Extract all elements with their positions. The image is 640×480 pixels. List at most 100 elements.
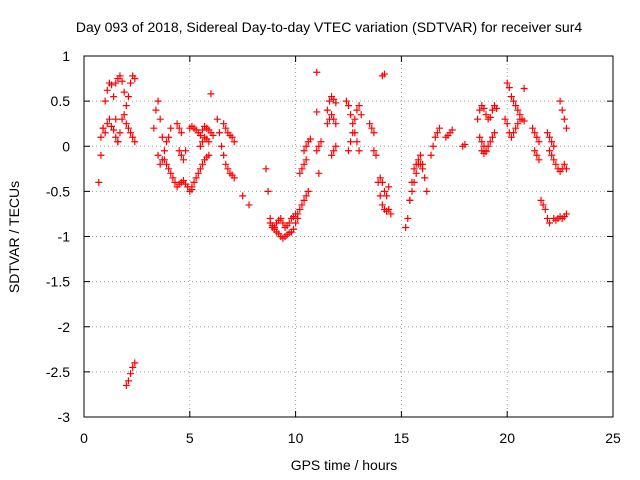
data-point: [169, 174, 177, 182]
y-tick-label: -0.5: [46, 183, 70, 199]
data-point: [188, 183, 196, 191]
data-point: [406, 196, 414, 204]
y-tick-label: 0.5: [51, 93, 71, 109]
data-point: [224, 165, 232, 173]
data-point: [129, 363, 137, 371]
data-point: [332, 142, 340, 150]
data-point: [378, 201, 386, 209]
data-point: [114, 138, 122, 146]
data-point: [239, 192, 247, 200]
data-point: [154, 151, 162, 159]
data-point: [370, 129, 378, 137]
data-point: [476, 106, 484, 114]
data-point: [99, 124, 107, 132]
data-point: [173, 120, 181, 128]
data-point: [116, 72, 124, 80]
data-point: [198, 126, 206, 134]
data-point: [325, 97, 333, 105]
data-point: [488, 106, 496, 114]
data-point: [562, 124, 570, 132]
data-point: [480, 104, 488, 112]
data-point: [298, 201, 306, 209]
data-point: [156, 160, 164, 168]
x-tick-label: 0: [80, 430, 88, 446]
data-point: [491, 129, 499, 137]
data-point: [507, 133, 515, 141]
y-tick-label: -2.5: [46, 364, 70, 380]
data-point: [546, 219, 554, 227]
data-point: [546, 133, 554, 141]
data-point: [110, 126, 118, 134]
data-point: [285, 219, 293, 227]
data-point: [205, 151, 213, 159]
data-point: [548, 138, 556, 146]
data-point: [167, 169, 175, 177]
data-point: [313, 108, 321, 116]
x-tick-label: 20: [499, 430, 515, 446]
data-point: [562, 210, 570, 218]
data-point: [101, 129, 109, 137]
data-point: [387, 210, 395, 218]
data-point: [124, 124, 132, 132]
axis-ticks: [83, 55, 614, 418]
data-point: [222, 124, 230, 132]
data-point: [112, 79, 120, 87]
data-point: [97, 151, 105, 159]
data-point: [122, 120, 130, 128]
data-point: [220, 151, 228, 159]
data-point: [419, 160, 427, 168]
data-point: [112, 133, 120, 141]
data-point: [196, 142, 204, 150]
data-point: [431, 133, 439, 141]
y-tick-label: -1: [58, 229, 71, 245]
data-point: [484, 142, 492, 150]
data-point: [105, 115, 113, 123]
data-point: [160, 147, 168, 155]
data-point: [205, 138, 213, 146]
data-point: [535, 138, 543, 146]
data-point: [351, 115, 359, 123]
y-tick-label: -3: [58, 409, 71, 425]
data-point: [264, 187, 272, 195]
data-point: [332, 120, 340, 128]
data-point: [175, 147, 183, 155]
data-points: [95, 68, 570, 389]
data-point: [108, 122, 116, 130]
y-tick-label: 1: [62, 48, 70, 64]
data-point: [539, 201, 547, 209]
data-point: [277, 214, 285, 222]
y-tick-labels: 1 0.5 0 -0.5 -1 -1.5 -2 -2.5 -3: [46, 48, 70, 425]
data-point: [222, 160, 230, 168]
data-point: [345, 147, 352, 155]
y-tick-label: 0: [62, 138, 70, 154]
data-point: [150, 124, 158, 132]
data-point: [330, 115, 338, 123]
data-point: [296, 205, 304, 213]
data-point: [165, 165, 173, 173]
y-axis-label: SDTVAR / TECUs: [6, 181, 22, 293]
data-point: [537, 196, 545, 204]
data-point: [535, 156, 543, 164]
data-point: [120, 111, 128, 119]
data-point: [550, 142, 558, 150]
data-point: [306, 135, 314, 143]
chart-title: Day 093 of 2018, Sidereal Day-to-day VTE…: [76, 19, 582, 35]
data-point: [175, 124, 183, 132]
data-point: [378, 178, 386, 186]
data-point: [262, 165, 270, 173]
data-point: [298, 165, 306, 173]
data-point: [514, 106, 522, 114]
data-point: [103, 86, 111, 94]
data-point: [476, 133, 484, 141]
data-point: [416, 151, 424, 159]
data-point: [213, 115, 221, 123]
x-axis-label: GPS time / hours: [291, 457, 398, 473]
data-point: [423, 187, 431, 195]
data-point: [323, 106, 331, 114]
data-point: [349, 120, 357, 128]
x-tick-label: 15: [394, 430, 410, 446]
data-point: [357, 111, 365, 119]
data-point: [355, 102, 363, 110]
data-point: [376, 174, 384, 182]
data-point: [347, 138, 355, 146]
